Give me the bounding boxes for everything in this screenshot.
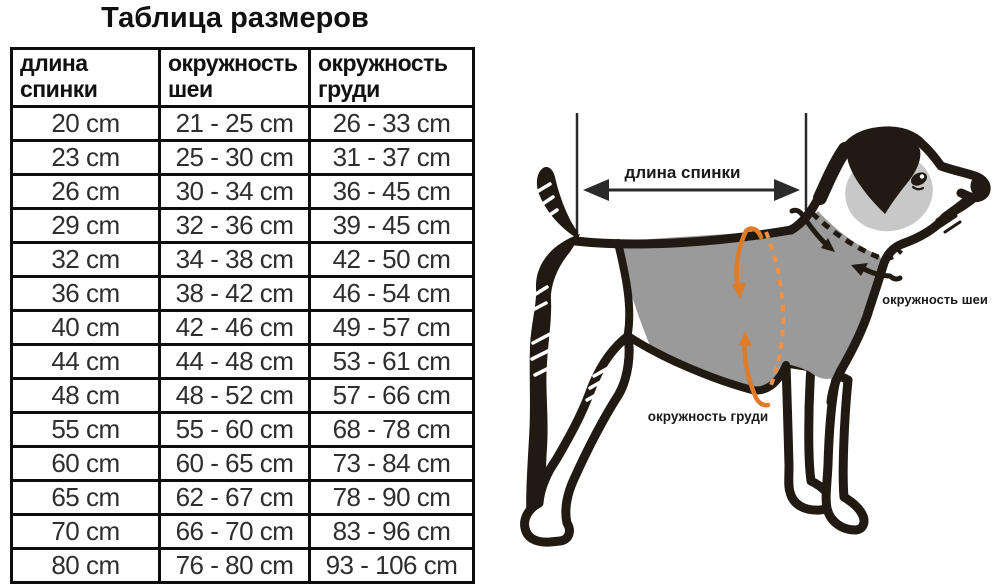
size-cell: 42 - 50 cm	[308, 240, 475, 278]
dog-rump-band	[526, 234, 580, 542]
size-cell: 73 - 84 cm	[308, 444, 475, 482]
back-length-label: длина спинки	[624, 163, 741, 182]
dog-front-legs	[781, 358, 869, 535]
size-cell: 65 cm	[10, 478, 161, 516]
size-cell: 44 cm	[10, 342, 161, 380]
dog-nose-icon	[970, 176, 987, 196]
table-row: 36 cm 38 - 42 cm 46 - 54 cm	[10, 274, 475, 312]
arrow-right-icon	[774, 179, 800, 201]
size-cell: 40 cm	[10, 308, 161, 346]
size-cell: 48 - 52 cm	[158, 376, 311, 414]
size-cell: 48 cm	[10, 376, 161, 414]
front-near-leg	[821, 370, 869, 535]
size-cell: 83 - 96 cm	[308, 512, 475, 550]
size-cell: 34 - 38 cm	[158, 240, 311, 278]
size-cell: 76 - 80 cm	[158, 546, 311, 584]
dog-ear-icon	[846, 132, 921, 214]
size-cell: 70 cm	[10, 512, 161, 550]
size-cell: 25 - 30 cm	[158, 138, 311, 176]
hind-near-leg	[520, 331, 634, 547]
neck-circumference-arrow-icons	[789, 207, 903, 282]
size-cell: 46 - 54 cm	[308, 274, 475, 312]
size-cell: 30 - 34 cm	[158, 172, 311, 210]
size-cell: 32 - 36 cm	[158, 206, 311, 244]
dog-back-line	[570, 225, 796, 249]
whisker-icons	[935, 208, 962, 234]
table-row: 55 cm 55 - 60 cm 68 - 78 cm	[10, 410, 475, 448]
dog-mouth-line	[945, 194, 980, 219]
table-row: 23 cm 25 - 30 cm 31 - 37 cm	[10, 138, 475, 176]
size-cell: 42 - 46 cm	[158, 308, 311, 346]
size-cell: 26 cm	[10, 172, 161, 210]
neck-back-thick-edge	[813, 142, 852, 205]
size-cell: 26 - 33 cm	[308, 104, 475, 142]
thigh-stripe-icons	[585, 365, 612, 402]
table-row: 44 cm 44 - 48 cm 53 - 61 cm	[10, 342, 475, 380]
column-header: окружность шеи	[158, 47, 311, 108]
dog-diagram-svg	[520, 113, 991, 547]
size-cell: 62 - 67 cm	[158, 478, 311, 516]
size-cell: 36 cm	[10, 274, 161, 312]
size-cell: 23 cm	[10, 138, 161, 176]
size-cell: 53 - 61 cm	[308, 342, 475, 380]
size-cell: 29 cm	[10, 206, 161, 244]
size-cell: 60 - 65 cm	[158, 444, 311, 482]
size-cell: 39 - 45 cm	[308, 206, 475, 244]
table-row: 70 cm 66 - 70 cm 83 - 96 cm	[10, 512, 475, 550]
size-cell: 49 - 57 cm	[308, 308, 475, 346]
neck-circumference-label: окружность шеи	[882, 292, 988, 307]
size-cell: 55 - 60 cm	[158, 410, 311, 448]
size-cell: 68 - 78 cm	[308, 410, 475, 448]
size-cell: 44 - 48 cm	[158, 342, 311, 380]
size-cell: 21 - 25 cm	[158, 104, 311, 142]
size-cell: 80 cm	[10, 546, 161, 584]
dog-measurement-diagram: длина спинки окружность шеи окружность г…	[500, 80, 1000, 567]
size-cell: 93 - 106 cm	[308, 546, 475, 584]
chest-circumference-label: окружность груди	[647, 409, 769, 424]
table-row: 40 cm 42 - 46 cm 49 - 57 cm	[10, 308, 475, 346]
table-row: 26 cm 30 - 34 cm 36 - 45 cm	[10, 172, 475, 210]
coat-hem-lines	[614, 239, 790, 395]
dog-illustration	[520, 126, 991, 547]
column-header: длина спинки	[10, 47, 161, 108]
collar-dashed-line	[810, 211, 904, 261]
arrow-left-icon	[583, 179, 609, 201]
chest-arrow-down-icon	[732, 283, 746, 299]
size-cell: 31 - 37 cm	[308, 138, 475, 176]
size-cell: 20 cm	[10, 104, 161, 142]
size-cell: 78 - 90 cm	[308, 478, 475, 516]
size-table: длина спинки окружность шеи окружность груди …	[10, 47, 475, 584]
table-row: 65 cm 62 - 67 cm 78 - 90 cm	[10, 478, 475, 516]
table-row: 60 cm 60 - 65 cm 73 - 84 cm	[10, 444, 475, 482]
table-header-row: длина спинки окружность шеи окружность груди	[10, 47, 475, 108]
chest-dashed-line	[764, 231, 786, 391]
size-cell: 38 - 42 cm	[158, 274, 311, 312]
size-cell: 60 cm	[10, 444, 161, 482]
size-cell: 36 - 45 cm	[308, 172, 475, 210]
table-row: 80 cm 76 - 80 cm 93 - 106 cm	[10, 546, 475, 584]
chest-arrow-up-icon	[739, 331, 752, 346]
table-row: 48 cm 48 - 52 cm 57 - 66 cm	[10, 376, 475, 414]
size-cell: 55 cm	[10, 410, 161, 448]
chest-circumference-arrow-icons	[732, 226, 786, 408]
page-title: Таблица размеров	[101, 2, 369, 34]
dog-coat	[618, 211, 883, 391]
table-row: 32 cm 34 - 38 cm 42 - 50 cm	[10, 240, 475, 278]
size-cell: 57 - 66 cm	[308, 376, 475, 414]
table-row: 29 cm 32 - 36 cm 39 - 45 cm	[10, 206, 475, 244]
dog-eye-icon	[910, 172, 928, 191]
fur-stripe-icons	[527, 182, 559, 377]
size-cell: 32 cm	[10, 240, 161, 278]
size-cell: 66 - 70 cm	[158, 512, 311, 550]
column-header: окружность груди	[308, 47, 475, 108]
back-length-measure-arrow	[575, 113, 808, 241]
table-row: 20 cm 21 - 25 cm 26 - 33 cm	[10, 104, 475, 142]
